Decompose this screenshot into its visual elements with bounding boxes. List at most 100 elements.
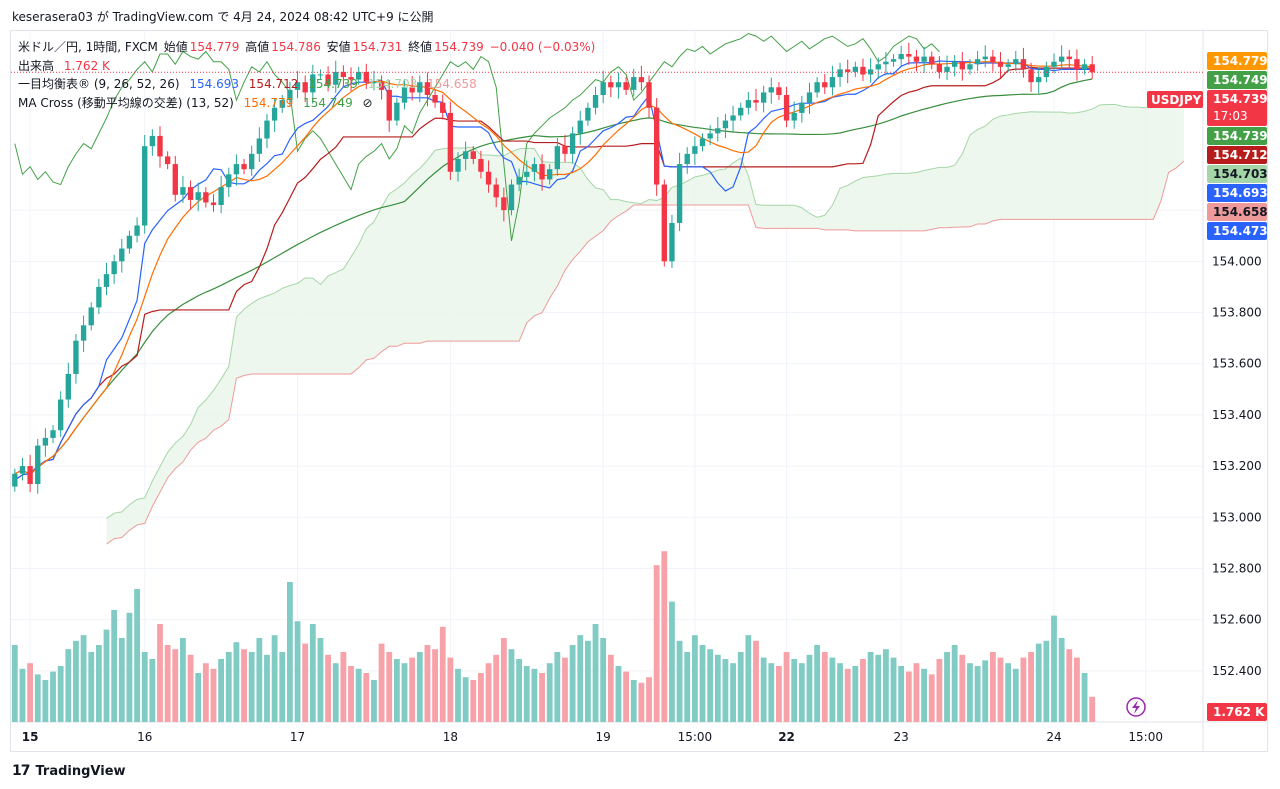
volume-bar (478, 673, 484, 722)
volume-bar (80, 635, 87, 722)
time-tick-label: 15:00 (1128, 730, 1163, 744)
volume-bar (1066, 649, 1073, 722)
low-label: 安値 (326, 40, 351, 54)
candle-body (172, 164, 178, 195)
price-tick-label: 153.800 (1212, 306, 1262, 320)
price-label-text: 154.739 (1213, 92, 1268, 106)
candle-body (233, 164, 240, 175)
kijun-value: 154.712 (248, 77, 299, 91)
volume-bar (57, 666, 64, 722)
volume-bar (814, 645, 821, 722)
candle-body (493, 184, 499, 198)
price-label-text: 154.739 (1213, 129, 1268, 143)
volume-bar (164, 645, 171, 722)
volume-bar (264, 654, 270, 722)
price-scale-label: 154.712 (1207, 146, 1268, 164)
time-tick-label: 17 (290, 730, 305, 744)
candle-body (317, 74, 324, 76)
volume-bar (111, 610, 118, 722)
candle-body (249, 153, 255, 170)
ma-cross-name[interactable]: MA Cross (移動平均線の交差) (13, 52) (18, 95, 234, 110)
volume-bar (661, 551, 668, 722)
volume-bar (1043, 640, 1050, 722)
candle-body (142, 146, 148, 226)
candle-body (279, 100, 285, 108)
ichimoku-name[interactable]: 一目均衡表® (9, 26, 52, 26) (18, 77, 180, 91)
candle-body (126, 235, 133, 249)
tradingview-footer: 17 TradingView (12, 763, 126, 779)
volume-bar (852, 666, 859, 722)
volume-bar (317, 638, 324, 722)
candle-body (1005, 64, 1011, 67)
candle-body (149, 135, 156, 147)
candle-body (1020, 59, 1027, 70)
price-tick-label: 153.400 (1212, 408, 1262, 422)
candle-body (164, 156, 171, 165)
price-tick-label: 153.000 (1212, 510, 1262, 524)
candle-body (600, 82, 606, 95)
candle-body (65, 373, 71, 400)
volume-bar (898, 666, 905, 722)
candle-body (837, 69, 843, 78)
volume-bar (768, 663, 775, 722)
volume-bar (27, 663, 34, 722)
volume-bar (584, 640, 591, 722)
volume-bar (1058, 638, 1065, 722)
price-label-text: 154.658 (1213, 205, 1268, 219)
candle-body (478, 158, 484, 172)
volume-bar (50, 671, 56, 722)
candle-body (1051, 61, 1057, 67)
candle-body (401, 87, 408, 103)
volume-bar (653, 565, 660, 722)
candle-body (936, 64, 943, 72)
volume-bar (309, 624, 316, 722)
candle-body (294, 82, 301, 90)
candle-body (424, 82, 431, 95)
candle-body (470, 151, 476, 159)
volume-bar (630, 680, 637, 722)
candle-body (226, 174, 232, 188)
candle-body (730, 115, 736, 121)
candle-body (111, 261, 117, 275)
volume-bar (470, 680, 477, 722)
candle-body (745, 100, 752, 108)
volume-bar (1028, 652, 1034, 722)
volume-bar (42, 680, 49, 722)
volume-bar (523, 666, 530, 722)
volume-bar (118, 638, 125, 722)
volume-bar (623, 671, 630, 722)
volume-bar (294, 621, 301, 722)
volume-bar (691, 635, 698, 722)
candle-body (898, 54, 904, 60)
candle-body (951, 61, 958, 67)
price-tick-label: 153.600 (1212, 357, 1262, 371)
volume-bar (867, 652, 874, 722)
candle-body (753, 100, 759, 103)
candle-body (768, 87, 774, 93)
volume-bar (348, 666, 354, 722)
volume-bar (936, 659, 943, 722)
volume-bar (997, 657, 1004, 722)
candle-body (447, 112, 454, 172)
volume-bar (500, 638, 507, 722)
volume-bar (615, 666, 622, 722)
candle-body (80, 325, 87, 341)
symbol-name[interactable]: 米ドル／円, 1時間, FXCM (18, 40, 158, 54)
volume-bar (34, 674, 41, 722)
price-tick-label: 152.400 (1212, 664, 1262, 678)
volume-bar (1005, 663, 1012, 722)
volume-bar (1074, 657, 1080, 722)
candle-body (501, 197, 507, 211)
candle-body (355, 71, 362, 80)
senkou-span-a-line (106, 103, 1184, 519)
volume-bar (88, 652, 95, 722)
candle-body (929, 56, 935, 65)
volume-bar (890, 657, 897, 722)
volume-bar (607, 654, 614, 722)
volume-name[interactable]: 出来高 (18, 58, 55, 73)
hidden-eye-icon[interactable]: ⊘ (362, 95, 373, 110)
candle-body (875, 64, 881, 70)
volume-bar (974, 666, 981, 722)
volume-label-bg (1207, 703, 1267, 721)
